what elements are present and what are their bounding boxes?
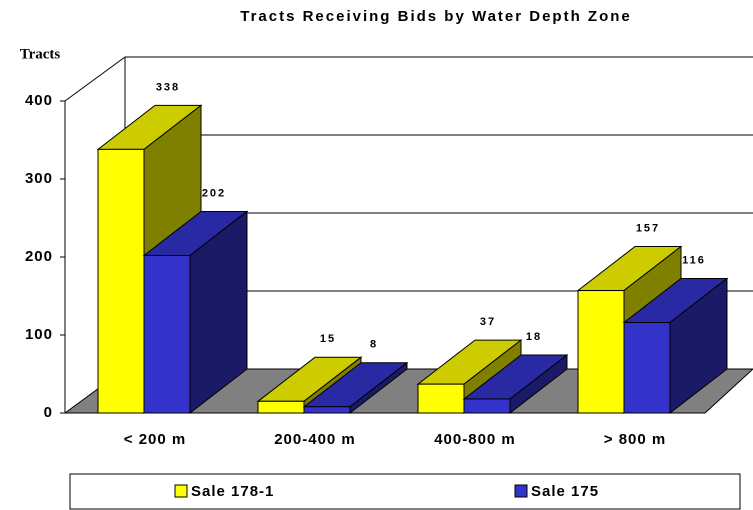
y-tick-label: 0 bbox=[44, 404, 53, 421]
value-label: 18 bbox=[526, 331, 542, 343]
value-label: 338 bbox=[156, 81, 180, 93]
bar bbox=[577, 290, 625, 414]
x-tick-label: 400-800 m bbox=[434, 431, 516, 448]
value-label: 37 bbox=[480, 316, 496, 328]
value-label: 157 bbox=[636, 222, 660, 234]
bar bbox=[143, 254, 191, 414]
bar bbox=[463, 398, 511, 414]
value-label: 15 bbox=[320, 333, 336, 345]
x-tick-label: < 200 m bbox=[124, 431, 186, 448]
legend-swatch bbox=[174, 484, 188, 498]
legend-label: Sale 175 bbox=[531, 483, 599, 500]
bar bbox=[257, 400, 305, 414]
chart-title: Tracts Receiving Bids by Water Depth Zon… bbox=[240, 8, 632, 25]
x-tick-label: > 800 m bbox=[604, 431, 666, 448]
value-label: 8 bbox=[370, 339, 378, 351]
legend-label: Sale 178-1 bbox=[191, 483, 274, 500]
y-tick-label: 100 bbox=[25, 326, 53, 343]
y-tick-label: 200 bbox=[25, 248, 53, 265]
value-label: 202 bbox=[202, 187, 226, 199]
legend-swatch bbox=[514, 484, 528, 498]
bar bbox=[623, 322, 671, 414]
y-tick-label: 300 bbox=[25, 170, 53, 187]
y-tick-label: 400 bbox=[25, 92, 53, 109]
value-label: 116 bbox=[682, 254, 706, 266]
side-wall-edge bbox=[64, 56, 126, 102]
legend-box bbox=[69, 473, 741, 510]
bar bbox=[303, 406, 351, 414]
y-axis-label: Tracts bbox=[20, 46, 61, 62]
bar bbox=[97, 148, 145, 414]
bar bbox=[417, 383, 465, 414]
x-tick-label: 200-400 m bbox=[274, 431, 356, 448]
